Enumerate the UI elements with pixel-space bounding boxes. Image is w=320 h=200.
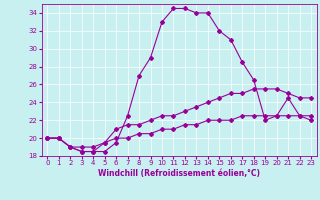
X-axis label: Windchill (Refroidissement éolien,°C): Windchill (Refroidissement éolien,°C) <box>98 169 260 178</box>
